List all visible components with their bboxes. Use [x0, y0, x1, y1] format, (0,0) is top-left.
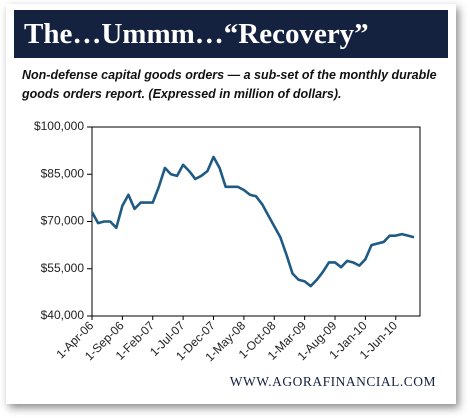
plot-frame — [91, 126, 421, 317]
data-line — [90, 155, 415, 288]
card: The…Ummm…“Recovery” Non-defense capital … — [6, 4, 456, 404]
chart-title: The…Ummm…“Recovery” — [14, 10, 448, 58]
y-tick-label: $40,000 — [41, 308, 85, 322]
y-tick-label: $55,000 — [41, 261, 85, 275]
chart-subtitle: Non-defense capital goods orders — a sub… — [22, 68, 437, 101]
source: WWW.AGORAFINANCIAL.COM — [229, 374, 436, 389]
y-tick-label: $100,000 — [34, 119, 84, 133]
y-tick-label: $70,000 — [41, 214, 85, 228]
y-tick-label: $85,000 — [41, 166, 85, 180]
